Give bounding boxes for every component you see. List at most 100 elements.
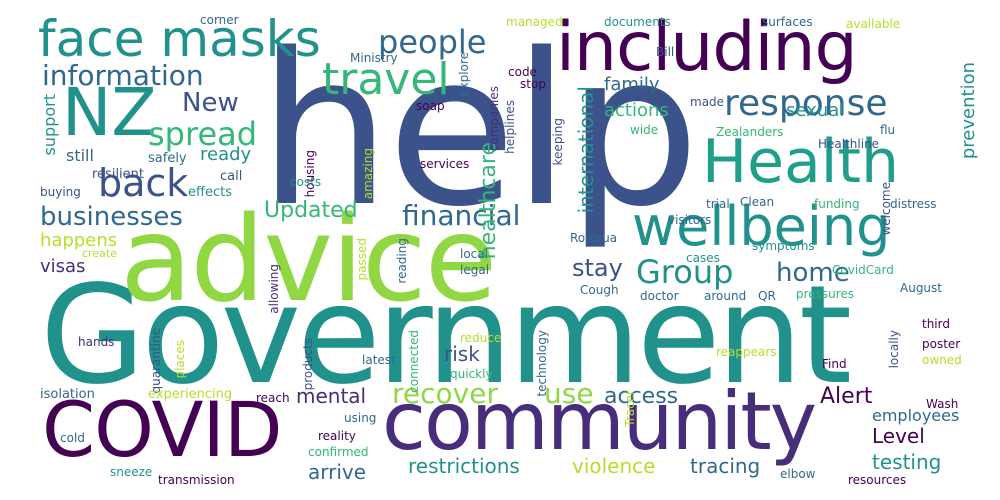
word-rotorua: Rotorua xyxy=(570,231,618,245)
word-poster: poster xyxy=(922,337,961,351)
word-reach: reach xyxy=(256,391,290,405)
word-tracer: Tracer xyxy=(623,390,637,427)
word-managed: managed xyxy=(506,15,563,29)
word-services: services xyxy=(420,157,470,171)
word-surfaces: surfaces xyxy=(762,15,813,29)
word-help: help xyxy=(258,8,700,253)
word-healthline: Healthline xyxy=(818,137,880,151)
word-advice: advice xyxy=(120,190,497,328)
word-spread: spread xyxy=(148,115,258,153)
word-products: products xyxy=(301,338,315,391)
word-tracing: tracing xyxy=(690,454,761,478)
word-transmission: transmission xyxy=(158,473,235,487)
word-companies: companies xyxy=(487,86,501,152)
word-violence: violence xyxy=(572,454,656,478)
word-prevention: prevention xyxy=(958,62,979,160)
word-nz: NZ xyxy=(62,74,157,151)
word-allowing: allowing xyxy=(267,264,281,314)
word-symptoms: symptoms xyxy=(752,239,815,253)
word-third: third xyxy=(922,317,950,331)
word-arrive: arrive xyxy=(308,460,367,484)
word-still: still xyxy=(66,146,94,165)
word-amazing: amazing xyxy=(361,148,375,200)
word-elbow: elbow xyxy=(780,467,816,481)
word-places: places xyxy=(173,340,187,379)
word-home: home xyxy=(776,258,850,288)
word-available: available xyxy=(846,17,901,31)
word-qr: QR xyxy=(758,289,776,303)
word-mental: mental xyxy=(296,384,367,408)
word-reappears: reappears xyxy=(716,345,777,359)
word-wellbeing: wellbeing xyxy=(632,195,891,258)
word-cough: Cough xyxy=(580,283,619,297)
word-recover: recover xyxy=(392,377,498,410)
word-wash: Wash xyxy=(926,397,959,411)
word-healthcare: healthcare xyxy=(476,142,501,260)
word-isolation: isolation xyxy=(40,387,95,402)
word-group: Group xyxy=(636,253,734,291)
word-visas: visas xyxy=(40,256,86,277)
word-cold: cold xyxy=(60,431,85,445)
word-level: Level xyxy=(872,424,925,448)
word-employees: employees xyxy=(872,406,960,425)
word-health: Health xyxy=(702,127,900,197)
word-funding: funding xyxy=(814,197,860,211)
word-reality: reality xyxy=(318,429,356,443)
word-information: information xyxy=(42,59,204,92)
word-pressures: pressures xyxy=(796,287,855,301)
word-sneeze: sneeze xyxy=(110,465,153,479)
word-ready: ready xyxy=(200,144,252,165)
word-stay: stay xyxy=(572,254,623,282)
word-businesses: businesses xyxy=(40,202,183,232)
word-resilient: resilient xyxy=(92,167,144,182)
word-soap: soap xyxy=(416,99,445,113)
word-updated: Updated xyxy=(264,198,358,223)
word-passed: passed xyxy=(355,238,369,281)
word-hands: hands xyxy=(78,335,115,349)
word-covid: COVID xyxy=(42,385,282,474)
word-stop: stop xyxy=(520,77,546,91)
word-doctor: doctor xyxy=(640,289,679,303)
word-government: Government xyxy=(40,257,852,415)
word-back: back xyxy=(98,161,189,205)
word-actions: actions xyxy=(604,100,669,121)
word-confirmed: confirmed xyxy=(308,445,369,459)
word-clean: Clean xyxy=(740,195,775,209)
word-helplines: helplines xyxy=(503,100,517,154)
word-cases: cases xyxy=(686,251,720,265)
word-housing: housing xyxy=(303,150,317,198)
word-reduce: reduce xyxy=(460,331,502,345)
word-buying: buying xyxy=(40,185,81,199)
word-bill: Bill xyxy=(656,45,675,59)
word-access: access xyxy=(604,384,679,409)
word-community: community xyxy=(382,375,817,468)
word-legal: legal xyxy=(460,263,490,277)
word-using: using xyxy=(344,411,377,425)
word-quarantine: quarantine xyxy=(149,328,163,394)
word-find: Find xyxy=(822,357,847,371)
word-testing: testing xyxy=(872,450,942,474)
word-alert: Alert xyxy=(820,384,873,409)
word-made: made xyxy=(690,95,725,109)
word-use: use xyxy=(544,377,594,410)
word-latest: latest xyxy=(362,353,396,367)
word-owned: owned xyxy=(922,353,962,367)
word-reading: reading xyxy=(395,238,409,284)
word-effects: effects xyxy=(188,185,232,200)
word-happens: happens xyxy=(40,230,118,251)
word-resources: resources xyxy=(848,473,907,487)
word-documents: documents xyxy=(604,15,671,29)
word-risk: risk xyxy=(444,342,480,366)
word-connected: connected xyxy=(407,330,421,393)
word-covidcard: CovidCard xyxy=(832,263,894,277)
word-safely: safely xyxy=(148,151,187,166)
word-distress: distress xyxy=(890,197,937,211)
word-august: August xyxy=(900,281,942,295)
word-face-masks: face masks xyxy=(38,10,321,68)
word-financial: financial xyxy=(402,199,521,232)
word-explore: Explore xyxy=(457,52,471,98)
word-keeping: keeping xyxy=(551,118,565,166)
word-support: support xyxy=(40,94,59,156)
word-code: code xyxy=(508,65,537,79)
